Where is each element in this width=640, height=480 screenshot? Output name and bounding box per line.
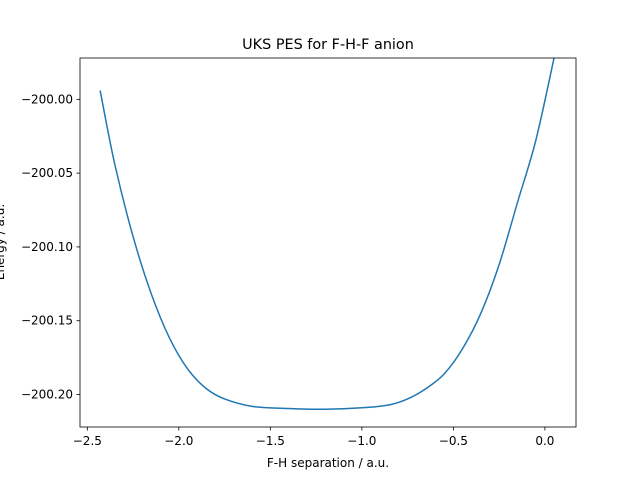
y-tick-label: −200.15 — [21, 314, 73, 328]
y-tick-label: −200.00 — [21, 92, 73, 106]
ticks-layer: −2.5 −2.0 −1.5 −1.0 −0.5 0.0 −200.00 −200.05 −20… — [21, 92, 554, 448]
y-tick-label: −200.20 — [21, 388, 73, 402]
x-tick-label: −2.0 — [164, 434, 193, 448]
y-tick-label: −200.10 — [21, 240, 73, 254]
x-tick-label: −1.0 — [347, 434, 376, 448]
y-axis-label: Energy / a.u. — [0, 204, 7, 280]
plot-layer — [99, 57, 555, 411]
x-tick-label: −0.5 — [439, 434, 468, 448]
x-tick-label: −2.5 — [73, 434, 102, 448]
y-tick-label: −200.05 — [21, 166, 73, 180]
chart-title: UKS PES for F-H-F anion — [242, 37, 414, 53]
x-axis-label: F-H separation / a.u. — [267, 456, 389, 470]
x-tick-label: 0.0 — [535, 434, 554, 448]
plot-frame — [79, 57, 577, 428]
x-tick-label: −1.5 — [256, 434, 285, 448]
series-line-0 — [99, 57, 555, 411]
